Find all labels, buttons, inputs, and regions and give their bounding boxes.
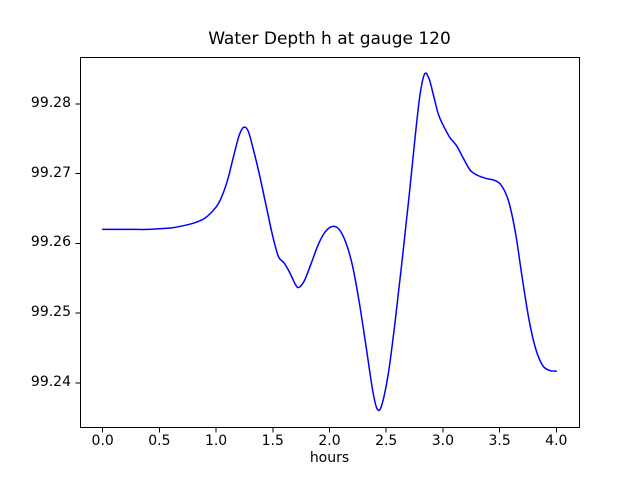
x-axis-label: hours — [309, 450, 350, 466]
water-depth-line — [101, 72, 558, 412]
y-tick-label: 99.28 — [30, 94, 71, 111]
x-tick-label: 2.5 — [375, 433, 398, 449]
x-tick-label: 0.5 — [148, 433, 171, 449]
axes-frame — [80, 57, 580, 428]
x-tick-label: 4.0 — [545, 433, 568, 449]
x-tick-label: 3.5 — [488, 433, 511, 449]
y-tick-label: 99.25 — [30, 304, 71, 321]
x-tick-label: 1.0 — [204, 433, 228, 449]
x-tick-label: 2.0 — [318, 433, 341, 449]
y-tick-label: 99.24 — [30, 374, 71, 391]
y-tick-label: 99.27 — [30, 164, 71, 181]
x-tick-label: 0.0 — [91, 433, 114, 449]
y-tick-label: 99.26 — [30, 234, 71, 251]
x-tick-label: 3.0 — [431, 433, 455, 449]
x-tick-label: 1.5 — [261, 433, 284, 449]
chart-title: Water Depth h at gauge 120 — [208, 29, 451, 49]
